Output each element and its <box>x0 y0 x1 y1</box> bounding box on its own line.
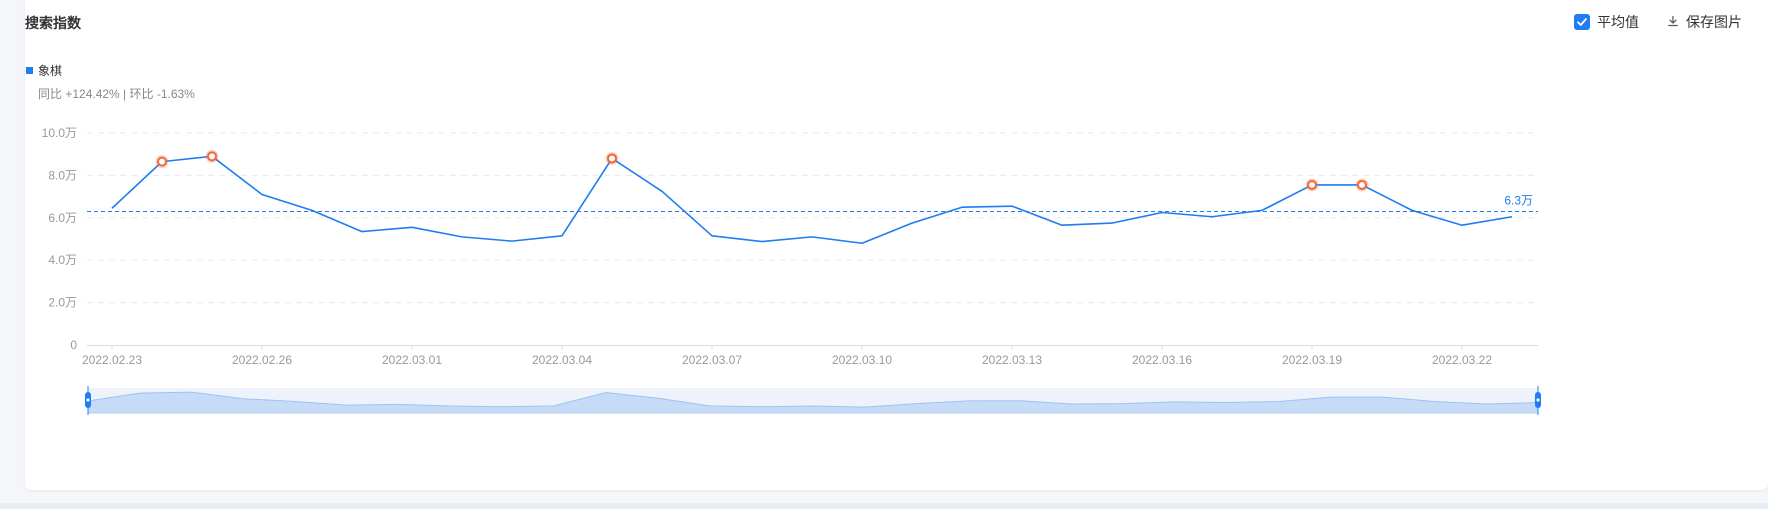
average-toggle-label: 平均值 <box>1597 14 1639 30</box>
x-tick-label: 2022.02.26 <box>232 353 292 367</box>
highlight-point <box>207 151 217 162</box>
data-point <box>910 221 914 225</box>
page-bottom-strip <box>0 503 1768 509</box>
data-point <box>1110 221 1114 225</box>
highlight-point <box>1357 179 1367 190</box>
data-point <box>860 241 864 245</box>
chart-toolbar: 平均值 保存图片 <box>1574 12 1742 32</box>
data-point <box>810 235 814 239</box>
data-point <box>360 230 364 234</box>
series-legend[interactable]: 象棋 <box>26 62 62 79</box>
highlight-point <box>1307 179 1317 190</box>
data-point <box>1010 204 1014 208</box>
data-point <box>960 205 964 209</box>
x-tick-label: 2022.03.01 <box>382 353 442 367</box>
highlight-point <box>157 156 167 167</box>
x-tick-label: 2022.03.16 <box>1132 353 1192 367</box>
data-point <box>310 208 314 212</box>
x-tick-label: 2022.03.19 <box>1282 353 1342 367</box>
data-point <box>1060 223 1064 227</box>
legend-swatch <box>26 67 33 74</box>
navigator-right-handle[interactable] <box>1535 386 1541 415</box>
data-point <box>410 225 414 229</box>
data-point <box>1460 223 1464 227</box>
data-point <box>560 234 564 238</box>
x-tick-label: 2022.03.04 <box>532 353 592 367</box>
average-toggle[interactable]: 平均值 <box>1574 12 1639 32</box>
data-point <box>460 235 464 239</box>
data-point <box>760 240 764 244</box>
x-tick-label: 2022.03.10 <box>832 353 892 367</box>
y-tick-label: 0 <box>70 338 77 352</box>
x-tick-label: 2022.02.23 <box>82 353 142 367</box>
navigator-left-handle[interactable] <box>85 386 91 415</box>
highlight-point <box>607 153 617 164</box>
chart-title: 搜索指数 <box>25 15 81 31</box>
data-point <box>1210 215 1214 219</box>
yoy-mom-stats: 同比 +124.42% | 环比 -1.63% <box>38 87 195 101</box>
y-tick-label: 10.0万 <box>42 126 77 140</box>
x-tick-label: 2022.03.22 <box>1432 353 1492 367</box>
save-image-button[interactable]: 保存图片 <box>1667 12 1742 32</box>
data-point <box>510 239 514 243</box>
data-point <box>1510 215 1514 219</box>
y-tick-label: 6.0万 <box>48 211 77 225</box>
series-line <box>111 155 1513 245</box>
data-point <box>1260 208 1264 212</box>
download-icon <box>1667 14 1679 30</box>
save-image-label: 保存图片 <box>1686 14 1742 30</box>
y-tick-label: 4.0万 <box>48 253 77 267</box>
data-point <box>1160 211 1164 215</box>
data-point <box>660 189 664 193</box>
checkmark-icon[interactable] <box>1574 14 1590 30</box>
y-tick-label: 8.0万 <box>48 168 77 182</box>
data-point <box>710 234 714 238</box>
average-label: 6.3万 <box>1504 193 1533 207</box>
y-tick-label: 2.0万 <box>48 296 77 310</box>
data-point <box>260 192 264 196</box>
data-point <box>110 206 114 210</box>
x-tick-label: 2022.03.07 <box>682 353 742 367</box>
x-tick-label: 2022.03.13 <box>982 353 1042 367</box>
data-point <box>1410 208 1414 212</box>
navigator-area <box>87 391 1539 414</box>
legend-series-name: 象棋 <box>38 64 63 78</box>
